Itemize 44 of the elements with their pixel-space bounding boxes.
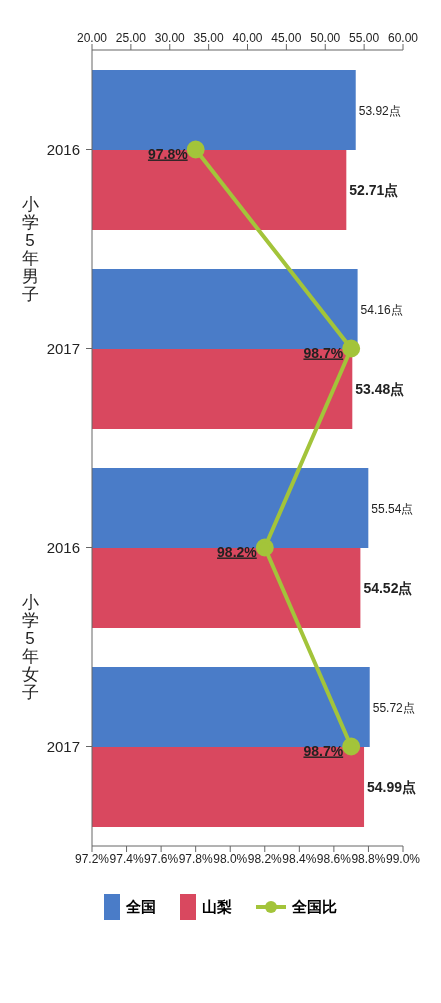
data-label: 54.16点 — [360, 302, 403, 317]
data-label: 98.7% — [303, 742, 344, 759]
x2-tick-label: 97.4% — [109, 851, 144, 866]
legend-label: 山梨 — [202, 897, 232, 917]
y-tick-label: 2016 — [46, 140, 80, 158]
data-label: 53.48点 — [355, 380, 405, 397]
point — [342, 339, 361, 358]
data-label: 98.2% — [217, 543, 258, 560]
x2-tick-label: 98.6% — [316, 851, 352, 866]
x-tick-label: 40.00 — [232, 31, 263, 45]
y-tick-label: 2017 — [46, 339, 80, 357]
x2-tick-label: 97.2% — [74, 851, 110, 866]
x-tick-label: 50.00 — [310, 31, 341, 45]
data-label: 97.8% — [147, 145, 189, 162]
x-tick-label: 45.00 — [271, 31, 302, 45]
data-label: 54.52点 — [363, 579, 413, 596]
y-tick-label: 2016 — [46, 538, 80, 556]
x-tick-label: 20.00 — [76, 31, 108, 45]
x-tick-label: 25.00 — [115, 31, 147, 45]
x-tick-label: 30.00 — [154, 31, 186, 45]
data-label: 53.92点 — [358, 103, 401, 118]
data-label: 55.72点 — [372, 700, 415, 715]
x2-tick-label: 97.8% — [178, 851, 214, 866]
point — [186, 140, 205, 159]
x-tick-label: 35.00 — [193, 31, 224, 45]
legend-label: 全国比 — [292, 897, 337, 917]
x2-tick-label: 97.6% — [144, 851, 179, 866]
data-label: 55.54点 — [371, 501, 414, 516]
x-tick-label: 55.00 — [349, 31, 380, 45]
point — [342, 737, 361, 756]
legend-label: 全国 — [126, 897, 156, 917]
text: 小学5年女子 — [21, 593, 39, 702]
point — [255, 538, 274, 557]
data-label: 52.71点 — [349, 181, 399, 198]
data-label: 54.99点 — [367, 778, 417, 795]
x2-tick-label: 98.8% — [351, 851, 386, 866]
x-tick-label: 60.00 — [387, 31, 419, 45]
x2-tick-label: 98.2% — [247, 851, 283, 866]
text: 小学5年男子 — [21, 195, 39, 304]
data-label: 98.7% — [303, 344, 344, 361]
x2-tick-label: 99.0% — [385, 851, 421, 866]
x2-tick-label: 98.4% — [282, 851, 317, 866]
x2-tick-label: 98.0% — [213, 851, 248, 866]
y-tick-label: 2017 — [46, 737, 80, 755]
